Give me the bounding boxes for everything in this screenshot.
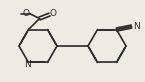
Text: O: O — [22, 9, 29, 18]
Text: N: N — [24, 60, 31, 69]
Text: N: N — [133, 22, 139, 31]
Text: O: O — [49, 9, 57, 18]
